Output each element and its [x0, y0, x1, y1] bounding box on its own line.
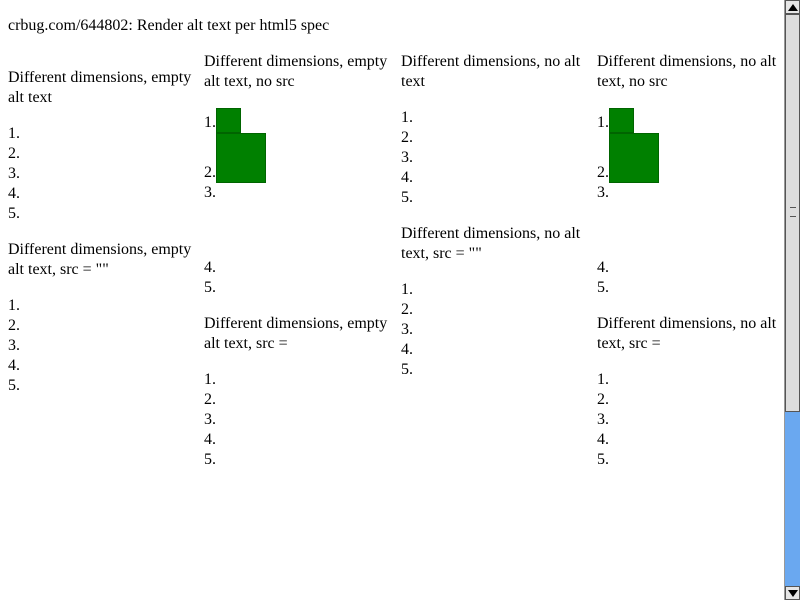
list-item: 4. [597, 431, 609, 448]
list-item: 5. [8, 377, 20, 394]
list-item: 1. [597, 108, 779, 133]
scroll-down-arrow-icon[interactable] [785, 586, 800, 600]
list-item: 1. [401, 109, 413, 126]
list-item: 5. [401, 189, 413, 206]
grip-icon [790, 207, 796, 217]
list-item: 1. [204, 371, 216, 388]
list-item: 1. [8, 125, 20, 142]
column-2: Different dimensions, empty alt text, no… [204, 52, 390, 470]
list-marker: 1. [204, 114, 216, 131]
list-marker: 2. [204, 164, 216, 181]
list-item: 3. [401, 149, 413, 166]
section-title: Different dimensions, no alt text, no sr… [597, 53, 777, 90]
list-item: 3. [597, 184, 609, 201]
list-item: 5. [8, 205, 20, 222]
list-item: 4. [204, 259, 216, 276]
list-item: 3. [204, 411, 216, 428]
list-item: 2. [204, 133, 390, 183]
list-item: 3. [8, 337, 20, 354]
section-title: Different dimensions, empty alt text, sr… [8, 241, 192, 278]
list-item: 2. [8, 317, 20, 334]
list-item: 2. [401, 129, 413, 146]
list-item: 3. [597, 411, 609, 428]
list-item: 2. [401, 301, 413, 318]
list-item: 5. [597, 451, 609, 468]
list-item: 2. [597, 133, 779, 183]
list-item: 3. [401, 321, 413, 338]
list-item: 1. [8, 297, 20, 314]
list-item: 4. [401, 169, 413, 186]
vertical-scrollbar[interactable] [784, 0, 800, 600]
green-image [609, 108, 634, 133]
list-item: 3. [204, 184, 216, 201]
green-image [609, 133, 659, 183]
section-title: Different dimensions, no alt text [401, 53, 581, 90]
list-item: 4. [8, 185, 20, 202]
scrollbar-thumb[interactable] [785, 14, 800, 412]
list-item: 2. [8, 145, 20, 162]
list-item: 2. [204, 391, 216, 408]
green-image [216, 133, 266, 183]
list-marker: 1. [597, 114, 609, 131]
list-item: 5. [597, 279, 609, 296]
list-item: 4. [8, 357, 20, 374]
list-item: 5. [204, 279, 216, 296]
column-1: Different dimensions, empty alt text 1. … [8, 68, 194, 396]
column-4: Different dimensions, no alt text, no sr… [597, 52, 779, 470]
list-item: 4. [401, 341, 413, 358]
page-heading: crbug.com/644802: Render alt text per ht… [8, 17, 330, 34]
section-title: Different dimensions, no alt text, src =… [401, 225, 581, 262]
list-item: 1. [204, 108, 390, 133]
list-item: 4. [597, 259, 609, 276]
list-marker: 2. [597, 164, 609, 181]
scroll-up-arrow-icon[interactable] [785, 0, 800, 14]
list-item: 5. [401, 361, 413, 378]
list-item: 1. [401, 281, 413, 298]
list-item: 3. [8, 165, 20, 182]
green-image [216, 108, 241, 133]
section-title: Different dimensions, empty alt text, no… [204, 53, 388, 90]
list-item: 1. [597, 371, 609, 388]
section-title: Different dimensions, no alt text, src = [597, 315, 777, 352]
section-title: Different dimensions, empty alt text, sr… [204, 315, 388, 352]
column-3: Different dimensions, no alt text 1. 2. … [401, 52, 587, 380]
list-item: 5. [204, 451, 216, 468]
section-title: Different dimensions, empty alt text [8, 69, 192, 106]
list-item: 4. [204, 431, 216, 448]
list-item: 2. [597, 391, 609, 408]
